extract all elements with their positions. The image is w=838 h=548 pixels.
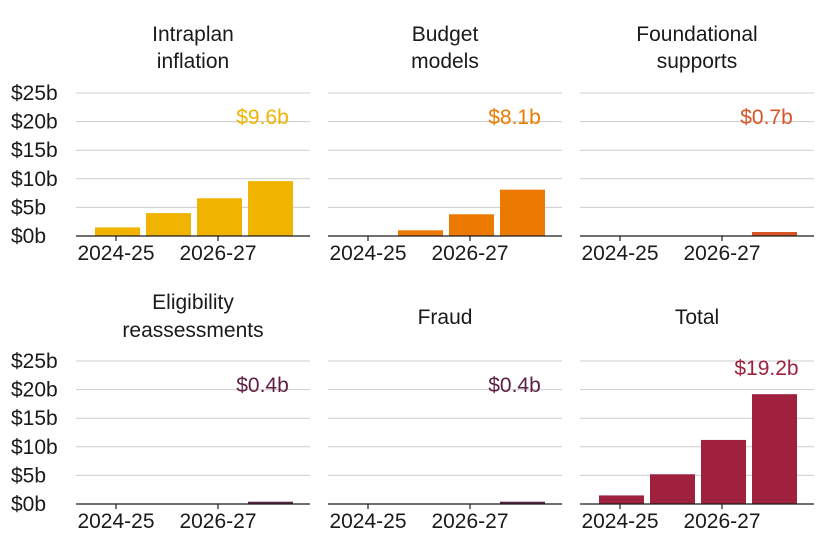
y-tick-label: $25b [11, 82, 58, 105]
bar-2026-27 [701, 439, 746, 504]
panel-title: supports [657, 50, 738, 73]
x-tick-label: 2024-25 [77, 510, 154, 533]
bar-2027-28 [500, 501, 545, 504]
x-tick-label: 2024-25 [77, 242, 154, 265]
panel-title: Foundational [636, 23, 757, 46]
y-tick-label: $20b [11, 379, 58, 402]
panel-title: Fraud [418, 306, 473, 329]
panel-title: Intraplan [152, 23, 234, 46]
panel-title: reassessments [122, 319, 263, 342]
value-label: $19.2b [734, 357, 798, 380]
y-tick-label: $15b [11, 407, 58, 430]
panel-title: Eligibility [152, 291, 234, 314]
y-tick-label: $5b [11, 196, 46, 219]
x-tick-label: 2024-25 [581, 510, 658, 533]
bar-2027-28 [752, 394, 797, 504]
bar-2024-25 [95, 227, 140, 236]
y-tick-label: $15b [11, 139, 58, 162]
bar-2026-27 [449, 214, 494, 236]
bar-2027-28 [500, 189, 545, 236]
panel-title: inflation [157, 50, 229, 73]
x-tick-label: 2026-27 [179, 510, 256, 533]
bar-2024-25 [599, 495, 644, 504]
bar-2025-26 [398, 230, 443, 236]
x-tick-label: 2024-25 [581, 242, 658, 265]
panel-title: Budget [412, 23, 479, 46]
x-tick-label: 2024-25 [329, 510, 406, 533]
x-tick-label: 2026-27 [179, 242, 256, 265]
bar-2026-27 [197, 198, 242, 236]
bar-2025-26 [146, 213, 191, 236]
x-tick-label: 2026-27 [683, 510, 760, 533]
bar-2027-28 [752, 231, 797, 236]
value-label: $0.7b [740, 106, 793, 129]
x-tick-label: 2026-27 [431, 510, 508, 533]
y-tick-label: $0b [11, 493, 46, 516]
x-tick-label: 2026-27 [431, 242, 508, 265]
bar-2027-28 [248, 181, 293, 236]
y-tick-label: $10b [11, 168, 58, 191]
value-label: $8.1b [488, 106, 541, 129]
y-tick-label: $5b [11, 464, 46, 487]
x-tick-label: 2026-27 [683, 242, 760, 265]
bar-2027-28 [248, 501, 293, 504]
panel-title: Total [675, 306, 719, 329]
x-tick-label: 2024-25 [329, 242, 406, 265]
value-label: $0.4b [236, 374, 289, 397]
y-tick-label: $25b [11, 350, 58, 373]
y-tick-label: $0b [11, 225, 46, 248]
y-tick-label: $20b [11, 111, 58, 134]
panel-title: models [411, 50, 479, 73]
value-label: $0.4b [488, 374, 541, 397]
bar-2025-26 [650, 474, 695, 504]
value-label: $9.6b [236, 106, 289, 129]
y-tick-label: $10b [11, 436, 58, 459]
